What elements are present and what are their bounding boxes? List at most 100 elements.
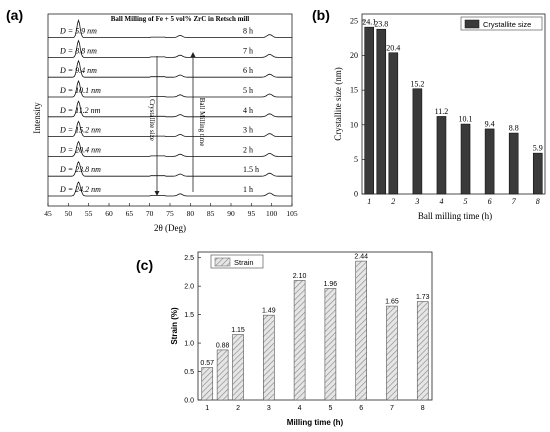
bar-value-label: 8.8 [509,124,519,133]
x-tick-label: 8 [536,197,540,206]
milling-time-label: 4 h [243,106,253,115]
panel-a-x-tick-label: 95 [248,209,256,218]
xrd-curve-3-h [48,120,292,137]
y-tick-label: 5 [354,155,358,164]
y-tick-label: 1.0 [184,341,194,348]
panel-a-x-tick-label: 45 [44,209,52,218]
x-tick-label: 2 [236,405,240,412]
bar-value-label: 0.57 [200,360,214,367]
panel-a-title: Ball Milling of Fe + 5 vol% ZrC in Retsc… [111,15,250,23]
crystallite-size-label: D = 10.1 nm [59,86,101,95]
panel-c-label: (c) [136,257,153,273]
y-tick-label: 0.5 [184,369,194,376]
xrd-curve-1-h [48,181,292,197]
panel-b-legend-swatch [464,19,480,29]
panel-a-x-tick-label: 100 [266,209,278,218]
panel-a-label: (a) [6,7,23,23]
bar [460,123,471,195]
x-tick-label: 6 [488,197,492,206]
panel-a-x-axis: 45 50 55 60 65 70 75 80 85 90 95 100 105 [44,203,298,218]
bar [532,152,543,195]
bar [376,28,387,195]
bar [416,301,429,401]
panel-a-curves: D = 24.2 nm 1 h D = 23.8 nm 1.5 h D = 20.4 n… [48,19,292,197]
milling-time-arrowhead [190,52,196,57]
y-tick-label: 1.5 [184,312,194,319]
xrd-curve-8-h [48,19,292,38]
bar [355,260,367,401]
bar-value-label: 5.9 [533,144,543,153]
bar-value-label: 0.88 [216,342,230,349]
xrd-curve-5-h [48,79,292,98]
panel-c-y-axis-label: Strain (%) [170,307,179,345]
crystallite-size-label: D = 8.8 nm [59,46,97,55]
milling-time-label: 6 h [243,66,253,75]
bar [232,334,244,401]
x-tick-label: 6 [359,405,363,412]
y-tick-label: 20 [350,51,358,60]
panel-a-x-tick-label: 85 [207,209,215,218]
panel-b-legend-box [460,16,543,31]
bar-value-label: 1.96 [324,281,338,288]
panel-b-legend-text: Crystallite size [483,20,531,29]
x-tick-label: 7 [390,405,394,412]
bar [484,128,495,195]
bar [388,52,399,195]
y-tick-label: 0 [354,190,358,199]
xrd-curve-2-h [48,140,292,157]
milling-time-label: 3 h [243,126,253,135]
bar [508,132,519,195]
bar [216,349,229,401]
bar-value-label: 1.49 [262,308,276,315]
bar [324,288,337,401]
x-tick-label: 3 [414,197,419,206]
bar-value-label: 11.2 [435,107,449,116]
panel-b-legend: Crystallite size [460,16,543,31]
milling-time-label: 7 h [243,46,253,55]
y-tick-label: 15 [350,86,358,95]
x-tick-label: 4 [298,405,302,412]
milling-time-label: 2 h [243,145,253,154]
panel-a-x-tick-label: 55 [85,209,93,218]
x-tick-label: 2 [391,197,395,206]
panel-b-label: (b) [312,7,330,23]
xrd-curve-7-h [48,39,292,58]
bar-value-label: 10.1 [459,115,473,124]
panel-a-x-tick-label: 90 [227,209,235,218]
crystallite-size-label: D = 24.2 nm [59,185,101,194]
panel-b-plot-frame [361,13,546,195]
bar-value-label: 23.8 [374,20,388,29]
panel-c: (c) Strain (%) Milling time (h) Strain 0… [136,251,433,427]
crystallite-size-arrowhead [154,191,160,196]
bar-value-label: 1.15 [231,327,245,334]
panel-b: (b) Crystallite size (nm) Ball milling t… [312,7,546,221]
bar-value-label: 24.1 [362,18,376,27]
panel-c-legend-swatch [214,257,231,267]
panel-b-y-axis-label: Crystallite size (nm) [333,67,343,140]
panel-c-axes: 0.0 0.5 1.0 1.5 2.0 2.5 1 2 3 4 5 6 7 8 [184,255,425,412]
panel-a-x-tick-label: 70 [146,209,154,218]
xrd-curve-4-h [48,100,292,118]
x-tick-label: 3 [267,405,271,412]
crystallite-size-label: D = 23.8 nm [59,165,101,174]
panel-b-bars: 24.123.8 20.4 15.2 11.2 10.1 9.4 8.8 5.9 [362,18,543,195]
crystallite-size-label: D = 20.4 nm [59,145,101,154]
bar-value-label: 15.2 [410,79,424,88]
y-tick-label: 2.5 [184,255,194,262]
x-tick-label: 1 [205,405,209,412]
bar [386,305,398,401]
x-tick-label: 1 [367,197,371,206]
milling-time-arrow-label: Ball Milling time [198,98,206,147]
x-tick-label: 8 [421,405,425,412]
panel-a: (a) Ball Milling of Fe + 5 vol% ZrC in R… [6,7,298,233]
bar [436,116,447,195]
crystallite-size-label: D = 9.4 nm [59,66,97,75]
panel-c-x-axis-label: Milling time (h) [287,418,344,427]
bar [293,280,306,401]
y-tick-label: 2.0 [184,284,194,291]
xrd-curve-1-5-h [48,160,292,177]
panel-b-x-axis-label: Ball milling time (h) [418,211,492,221]
panel-c-bars: 0.57 0.88 1.15 1.49 2.10 1.96 2.44 1.65 1.73 [200,254,430,401]
milling-time-label: 5 h [243,86,253,95]
